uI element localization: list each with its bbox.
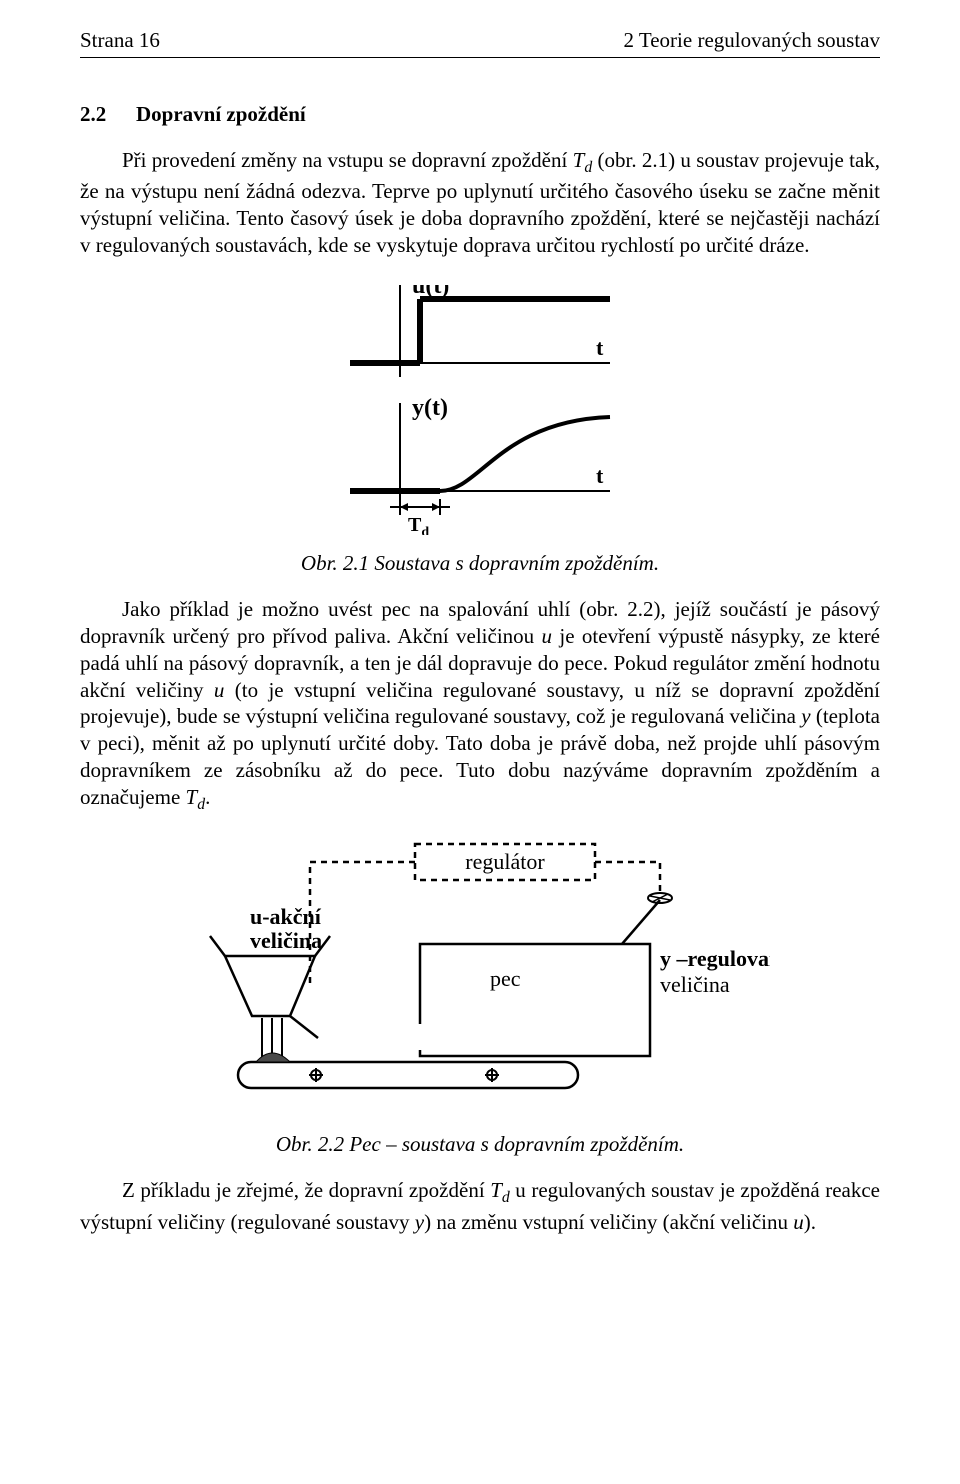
section-heading: 2.2Dopravní zpoždění (80, 102, 880, 127)
fig2-u-label-2: veličina (250, 928, 322, 953)
symbol-Td: Td (490, 1178, 510, 1202)
chapter-title-right: 2 Teorie regulovaných soustav (624, 28, 881, 53)
fig2-y-label-2: veličina (660, 972, 730, 997)
fig1-ut-label: u(t) (412, 285, 449, 299)
fig2-pec-label: pec (490, 966, 521, 991)
fig1-t2-label: t (596, 463, 604, 488)
fig1-t1-label: t (596, 335, 604, 360)
section-number: 2.2 (80, 102, 136, 127)
symbol-y: y (415, 1210, 424, 1234)
fig2-regulator-label: regulátor (465, 849, 545, 874)
symbol-u: u (542, 624, 553, 648)
fig2-y-label-1: y –regulovaná (660, 946, 770, 971)
section-title-text: Dopravní zpoždění (136, 102, 306, 126)
paragraph-1: Při provedení změny na vstupu se dopravn… (80, 147, 880, 259)
page-number-left: Strana 16 (80, 28, 160, 53)
fig1-Td-label: Td (408, 514, 429, 535)
figure-2-svg: regulátor u-akční veličina pec (190, 836, 770, 1116)
figure-2: regulátor u-akční veličina pec (80, 836, 880, 1157)
figure-1: u(t) t y(t) t (80, 285, 880, 576)
figure-1-svg: u(t) t y(t) t (330, 285, 630, 535)
figure-2-caption: Obr. 2.2 Pec – soustava s dopravním zpož… (276, 1132, 684, 1157)
fig1-yt-label: y(t) (412, 395, 448, 421)
symbol-Td: Td (573, 148, 593, 172)
fig2-wheel-1-icon (309, 1068, 323, 1082)
symbol-y: y (801, 704, 810, 728)
paragraph-2: Jako příklad je možno uvést pec na spalo… (80, 596, 880, 815)
symbol-u: u (214, 678, 225, 702)
symbol-Td: Td (186, 785, 206, 809)
figure-1-caption: Obr. 2.1 Soustava s dopravním zpožděním. (301, 551, 659, 576)
paragraph-3: Z příkladu je zřejmé, že dopravní zpoždě… (80, 1177, 880, 1235)
fig2-u-label-1: u-akční (250, 904, 322, 929)
fig2-wheel-2-icon (485, 1068, 499, 1082)
symbol-u: u (793, 1210, 804, 1234)
